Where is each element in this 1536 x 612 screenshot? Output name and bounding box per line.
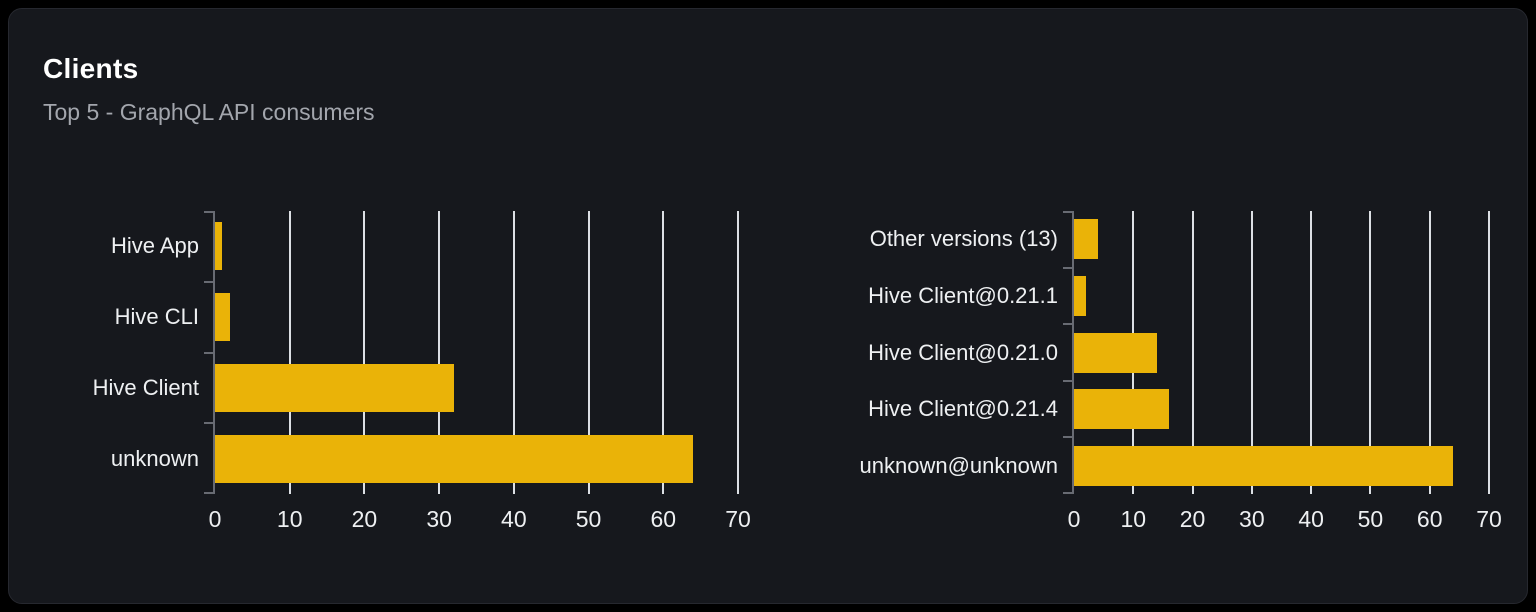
bar[interactable] bbox=[1074, 332, 1157, 373]
y-axis-line bbox=[213, 211, 215, 494]
plot-area bbox=[1063, 211, 1490, 494]
x-tick-label: 30 bbox=[426, 506, 452, 532]
y-axis-tick bbox=[1063, 492, 1072, 494]
bar[interactable] bbox=[215, 222, 223, 271]
card-title: Clients bbox=[43, 53, 139, 84]
y-axis-tick bbox=[1063, 323, 1072, 326]
category-label: Hive Client@0.21.0 bbox=[868, 339, 1058, 365]
x-tick-label: 20 bbox=[1179, 506, 1206, 532]
bar[interactable] bbox=[215, 363, 455, 412]
x-tick-label: 50 bbox=[1357, 506, 1384, 532]
y-axis-tick bbox=[204, 492, 213, 494]
category-label: Hive Client@0.21.1 bbox=[868, 282, 1058, 308]
x-tick-label: 40 bbox=[1298, 506, 1324, 532]
clients-bar-chart: Hive App Hive CLI Hive Client unknown 0 10 20 3… bbox=[9, 9, 1527, 603]
y-axis-tick bbox=[204, 351, 213, 354]
bar[interactable] bbox=[1074, 389, 1169, 430]
gridline bbox=[363, 211, 366, 494]
gridline bbox=[288, 211, 291, 494]
x-tick-label: 50 bbox=[575, 506, 602, 532]
category-label: Hive App bbox=[110, 233, 199, 259]
y-axis-tick bbox=[204, 280, 213, 283]
x-tick-label: 10 bbox=[1120, 506, 1147, 532]
gridline bbox=[662, 211, 665, 494]
x-tick-label: 20 bbox=[351, 506, 378, 532]
x-tick-label: 60 bbox=[1416, 506, 1443, 532]
category-label: unknown bbox=[110, 445, 199, 471]
x-tick-label: 70 bbox=[725, 506, 751, 532]
category-label: Hive CLI bbox=[114, 304, 199, 330]
clients-card: Clients Top 5 - GraphQL API consumers Hi… bbox=[8, 8, 1528, 604]
gridline bbox=[1428, 211, 1431, 494]
plot-area bbox=[204, 211, 739, 494]
y-axis-tick bbox=[1063, 379, 1072, 382]
card-subtitle: Top 5 - GraphQL API consumers bbox=[43, 99, 375, 125]
x-tick-label: 70 bbox=[1476, 506, 1502, 532]
gridline bbox=[438, 211, 441, 494]
bar[interactable] bbox=[215, 293, 230, 342]
bar[interactable] bbox=[1074, 219, 1098, 260]
x-tick-label: 40 bbox=[501, 506, 527, 532]
bar[interactable] bbox=[1074, 275, 1086, 316]
x-tick-label: 60 bbox=[650, 506, 677, 532]
gridline bbox=[1310, 211, 1313, 494]
category-label: Hive Client@0.21.4 bbox=[868, 396, 1058, 422]
y-axis-tick bbox=[1063, 211, 1072, 213]
bar[interactable] bbox=[1074, 445, 1454, 486]
gridline bbox=[1191, 211, 1194, 494]
gridline bbox=[1488, 211, 1490, 494]
client-versions-bar-chart: Other versions (13) Hive Client@0.21.1 Hiv… bbox=[9, 9, 1527, 603]
gridline bbox=[587, 211, 590, 494]
gridline bbox=[1250, 211, 1253, 494]
category-label: Other versions (13) bbox=[869, 226, 1058, 252]
category-label: Hive Client bbox=[92, 374, 199, 400]
gridline bbox=[737, 211, 739, 494]
gridline bbox=[512, 211, 515, 494]
x-tick-label: 30 bbox=[1239, 506, 1265, 532]
x-tick-label: 0 bbox=[208, 506, 222, 532]
y-axis-tick bbox=[1063, 436, 1072, 439]
y-axis-line bbox=[1072, 211, 1074, 494]
gridline bbox=[1369, 211, 1372, 494]
y-axis-tick bbox=[204, 211, 213, 213]
x-tick-label: 0 bbox=[1067, 506, 1081, 532]
x-tick-label: 10 bbox=[276, 506, 303, 532]
bar[interactable] bbox=[215, 434, 694, 483]
category-label: unknown@unknown bbox=[859, 452, 1058, 478]
y-axis-tick bbox=[204, 422, 213, 425]
y-axis-tick bbox=[1063, 266, 1072, 269]
